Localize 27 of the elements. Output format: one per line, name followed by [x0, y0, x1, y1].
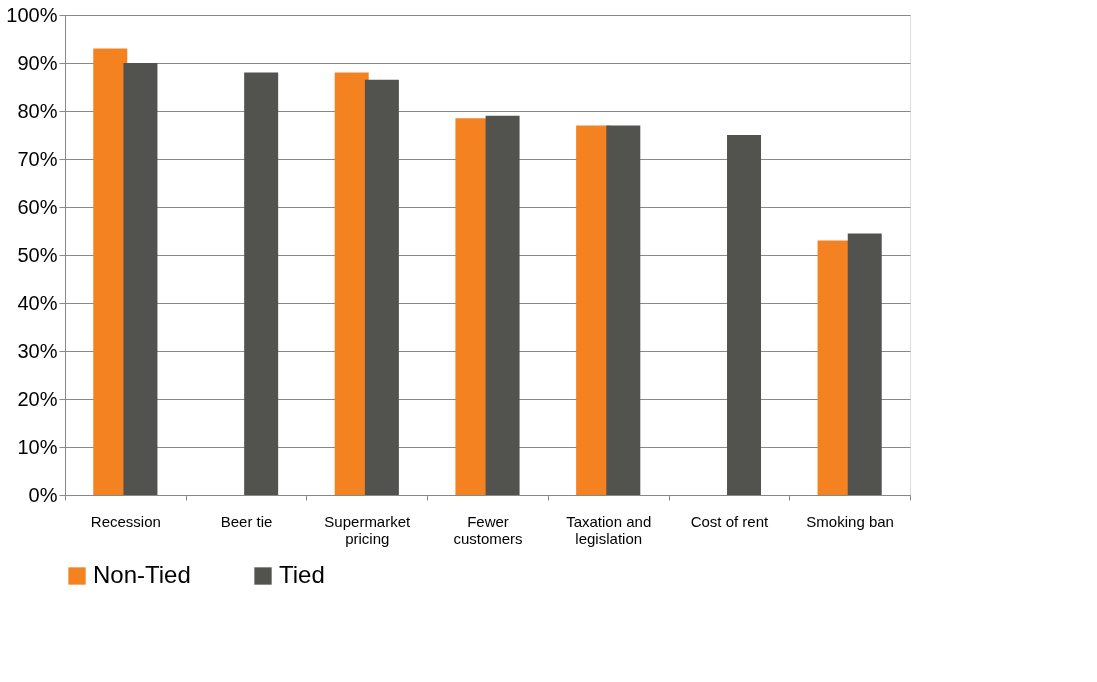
x-tick-label: Taxation and legislation [566, 512, 652, 547]
legend-label: Non-Tied [93, 561, 191, 588]
y-tick-label: 0% [28, 483, 58, 506]
y-tick-label: 70% [17, 147, 58, 170]
x-tick-label: Beer tie [220, 512, 273, 530]
y-tick-label: 20% [17, 387, 58, 410]
bar [244, 72, 279, 495]
y-tick-label: 30% [17, 339, 58, 362]
bar [485, 115, 520, 495]
bar [606, 125, 641, 495]
x-tick-label: Cost of rent [690, 512, 770, 530]
y-tick-label: 80% [17, 99, 58, 122]
bar [727, 135, 762, 495]
bar [847, 233, 882, 495]
y-tick-label: 60% [17, 195, 58, 218]
y-tick-label: 100% [6, 3, 58, 26]
x-tick-label: Recession [90, 512, 161, 530]
y-tick-label: 50% [17, 243, 58, 266]
x-tick-label: Supermarket pricing [324, 512, 412, 547]
y-tick-label: 10% [17, 435, 58, 458]
x-tick-label: Fewer customers [453, 512, 523, 547]
x-tick-label: Smoking ban [806, 512, 894, 530]
legend-label: Tied [279, 561, 325, 588]
y-tick-label: 90% [17, 51, 58, 74]
y-tick-label: 40% [17, 291, 58, 314]
bar [364, 79, 399, 495]
bar [123, 63, 158, 495]
